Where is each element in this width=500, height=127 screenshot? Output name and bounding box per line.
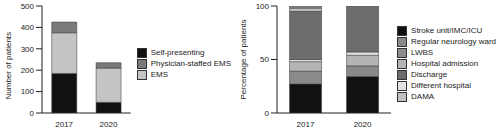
html-text:Stroke unit/IMC/ICU: Stroke unit/IMC/ICU (411, 26, 483, 35)
svg-text:2017: 2017 (55, 120, 73, 127)
svg-text:50: 50 (260, 55, 269, 64)
svg-text:Number of patients: Number of patients (8, 32, 13, 100)
svg-text:0: 0 (265, 109, 270, 118)
svg-text:Percentage of patients: Percentage of patients (239, 19, 248, 99)
svg-text:2017: 2017 (297, 120, 315, 127)
svg-text:400: 400 (21, 23, 35, 32)
svg-text:100: 100 (21, 87, 35, 96)
html-text:Physician-staffed EMS: Physician-staffed EMS (150, 59, 231, 68)
svg-text:500: 500 (21, 2, 35, 11)
html-text:LWBS: LWBS (411, 48, 434, 57)
html-text:DAMA: DAMA (411, 92, 435, 101)
html-text:Regular neurology ward: Regular neurology ward (411, 37, 496, 46)
svg-text:100: 100 (256, 2, 270, 11)
svg-text:200: 200 (21, 66, 35, 75)
html-text:Discharge: Discharge (411, 70, 448, 79)
svg-text:0: 0 (30, 109, 35, 118)
html-text:Hospital admission: Hospital admission (411, 59, 479, 68)
svg-text:2020: 2020 (100, 120, 118, 127)
html-text:Self-presenting: Self-presenting (150, 48, 205, 57)
html-text:EMS: EMS (150, 70, 168, 79)
svg-text:2020: 2020 (354, 120, 372, 127)
svg-text:300: 300 (21, 45, 35, 54)
html-text:Different hospital: Different hospital (411, 81, 471, 90)
